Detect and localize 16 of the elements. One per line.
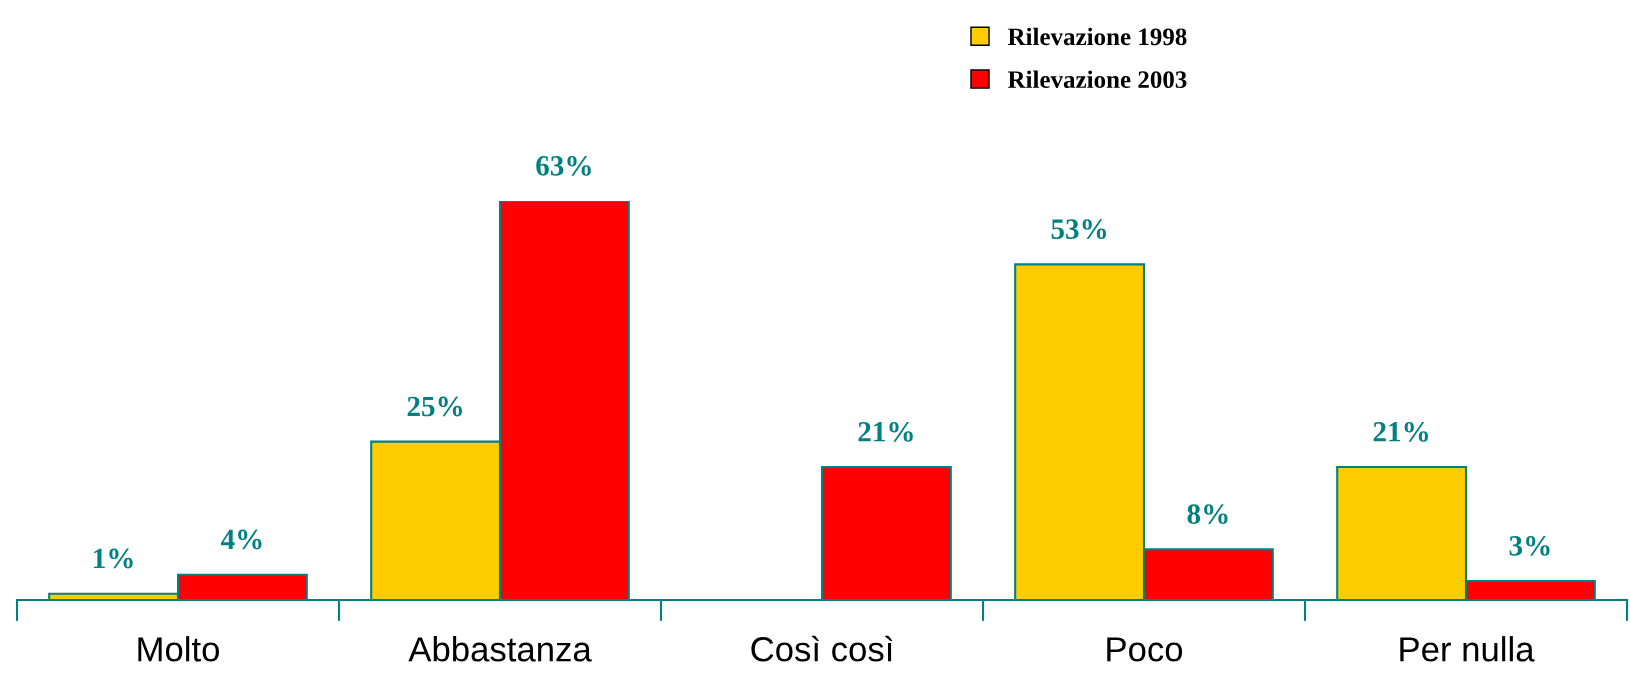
data-label: 21%	[858, 421, 913, 442]
data-label: 8%	[1187, 504, 1228, 525]
x-tick-label: Molto	[138, 636, 219, 662]
x-tick-label: Abbastanza	[408, 636, 592, 662]
x-tick-label: Poco	[1107, 637, 1183, 662]
x-tick-label: Così così	[751, 635, 893, 662]
legend-label: Rilevazione 2003	[1007, 70, 1187, 89]
data-label: 53%	[1051, 219, 1107, 240]
data-label: 21%	[1373, 421, 1429, 442]
data-label: 4%	[220, 529, 262, 550]
x-tick-label: Per nulla	[1400, 636, 1535, 662]
legend-label: Rilevazione 1998	[1007, 27, 1187, 46]
data-label: 63%	[536, 155, 591, 176]
data-label: 3%	[1509, 535, 1550, 556]
data-label: 25%	[407, 396, 463, 417]
data-label: 1%	[94, 548, 133, 569]
